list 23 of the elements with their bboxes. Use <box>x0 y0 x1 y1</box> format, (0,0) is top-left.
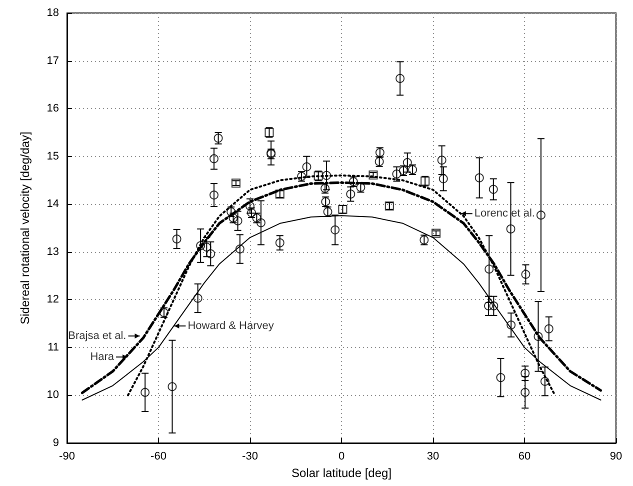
x-tick-label: -60 <box>150 450 166 462</box>
y-tick-label: 16 <box>46 102 59 115</box>
y-tick-label: 18 <box>46 7 59 19</box>
y-tick-label: 12 <box>46 294 59 306</box>
y-tick-label: 9 <box>52 437 59 449</box>
x-tick-label: 90 <box>610 450 622 462</box>
x-tick-label: -30 <box>242 450 258 462</box>
annotation: Lorenc et al. <box>474 208 535 220</box>
y-axis-title: Sidereal rotational velocity [deg/day] <box>18 132 32 324</box>
y-tick-label: 14 <box>46 198 59 210</box>
y-tick-label: 13 <box>46 246 59 258</box>
x-tick-label: 30 <box>426 450 440 462</box>
annotation: Hara <box>90 351 115 363</box>
annotation: Howard & Harvey <box>188 320 274 332</box>
y-tick-label: 17 <box>46 54 59 67</box>
x-tick-label: 0 <box>338 450 345 462</box>
x-tick-label: -90 <box>59 450 75 462</box>
y-tick-label: 10 <box>46 389 59 402</box>
y-tick-label: 15 <box>46 150 59 162</box>
y-tick-label: 11 <box>48 341 59 354</box>
annotation: Brajsa et al. <box>68 330 126 342</box>
x-axis-title: Solar latitude [deg] <box>291 466 392 480</box>
x-tick-label: 60 <box>518 450 531 462</box>
